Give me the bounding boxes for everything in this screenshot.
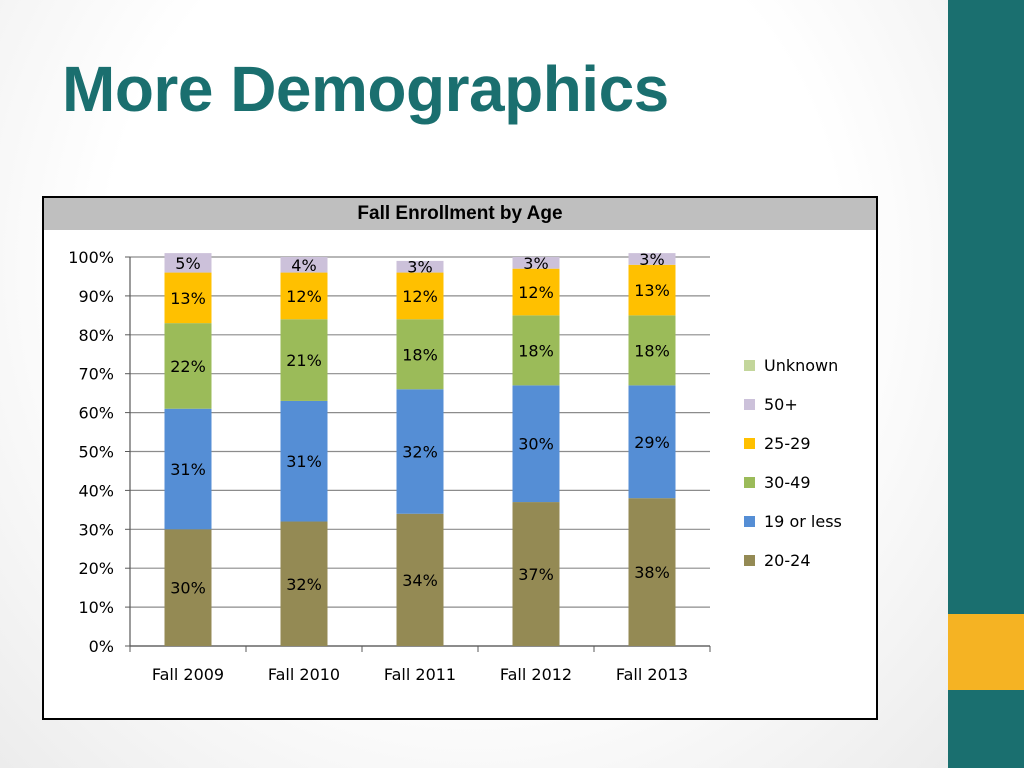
legend-swatch <box>744 399 755 410</box>
x-category-label: Fall 2012 <box>500 665 572 684</box>
bar-segment-19-or-less <box>512 385 560 503</box>
data-label: 13% <box>634 281 670 300</box>
y-tick-label: 50% <box>78 443 114 462</box>
bar-segment-30-49 <box>512 315 560 386</box>
data-label: 30% <box>518 435 554 454</box>
y-tick-label: 60% <box>78 404 114 423</box>
data-label: 3% <box>523 254 548 273</box>
bar-segment-50- <box>164 253 212 273</box>
bar-segment-50- <box>280 257 328 273</box>
bar-segment-30-49 <box>396 319 444 390</box>
bar-segment-25-29 <box>164 272 212 324</box>
bar-segment-19-or-less <box>164 408 212 530</box>
bar-segment-19-or-less <box>396 389 444 514</box>
data-label: 13% <box>170 289 206 308</box>
y-tick-label: 0% <box>89 637 114 656</box>
bar-segment-20-24 <box>512 502 560 646</box>
bar-segment-20-24 <box>396 513 444 646</box>
x-category-label: Fall 2013 <box>616 665 688 684</box>
data-label: 38% <box>634 563 670 582</box>
bar-segment-19-or-less <box>628 385 676 499</box>
y-tick-label: 10% <box>78 598 114 617</box>
data-label: 32% <box>402 443 438 462</box>
data-label: 18% <box>634 341 670 360</box>
bar-segment-20-24 <box>164 529 212 646</box>
slide-title: More Demographics <box>62 53 669 125</box>
bar-segment-20-24 <box>280 521 328 646</box>
legend-label: 20-24 <box>764 551 811 570</box>
bar-segment-25-29 <box>628 264 676 316</box>
bar-segment-50- <box>396 260 444 273</box>
bar-segment-30-49 <box>628 315 676 386</box>
data-label: 12% <box>286 287 322 306</box>
data-label: 18% <box>518 341 554 360</box>
data-label: 34% <box>402 571 438 590</box>
legend-label: 30-49 <box>764 473 811 492</box>
data-label: 12% <box>518 283 554 302</box>
bar-segment-30-49 <box>164 323 212 409</box>
data-label: 31% <box>170 460 206 479</box>
y-tick-label: 30% <box>78 520 114 539</box>
y-tick-label: 70% <box>78 365 114 384</box>
data-label: 3% <box>639 250 664 269</box>
data-label: 32% <box>286 575 322 594</box>
bar-segment-25-29 <box>396 272 444 320</box>
data-label: 3% <box>407 258 432 277</box>
bar-segment-20-24 <box>628 498 676 646</box>
y-tick-label: 20% <box>78 559 114 578</box>
legend-swatch <box>744 555 755 566</box>
data-label: 22% <box>170 357 206 376</box>
legend-label: Unknown <box>764 356 838 375</box>
y-tick-label: 90% <box>78 287 114 306</box>
legend-swatch <box>744 516 755 527</box>
data-label: 31% <box>286 452 322 471</box>
data-label: 18% <box>402 345 438 364</box>
x-category-label: Fall 2011 <box>384 665 456 684</box>
data-label: 4% <box>291 256 316 275</box>
data-label: 37% <box>518 565 554 584</box>
data-label: 30% <box>170 579 206 598</box>
gold-accent-block <box>948 614 1024 690</box>
bar-segment-50- <box>512 257 560 269</box>
legend-swatch <box>744 360 755 371</box>
data-label: 21% <box>286 351 322 370</box>
data-label: 29% <box>634 433 670 452</box>
legend-label: 19 or less <box>764 512 842 531</box>
legend-label: 25-29 <box>764 434 811 453</box>
stacked-bar-chart: 0% 10% 20% 30% 40% 50% 60% 70% 80% 90% 100% 30% 31% 2… <box>68 248 842 684</box>
y-tick-label: 80% <box>78 326 114 345</box>
bar-segment-30-49 <box>280 319 328 401</box>
y-tick-label: 40% <box>78 481 114 500</box>
data-label: 12% <box>402 287 438 306</box>
data-label: 5% <box>175 254 200 273</box>
x-category-label: Fall 2009 <box>152 665 224 684</box>
y-tick-label: 100% <box>68 248 114 267</box>
bar-segment-50- <box>628 253 676 265</box>
legend-label: 50+ <box>764 395 798 414</box>
chart-title: Fall Enrollment by Age <box>44 198 876 230</box>
bar-segment-19-or-less <box>280 400 328 522</box>
x-category-label: Fall 2010 <box>268 665 340 684</box>
chart-frame: Fall Enrollment by Age 0% 10% 20% 30% 40% 50%… <box>42 196 878 720</box>
bar-segment-25-29 <box>512 268 560 316</box>
legend-swatch <box>744 438 755 449</box>
legend-swatch <box>744 477 755 488</box>
bar-segment-25-29 <box>280 272 328 320</box>
